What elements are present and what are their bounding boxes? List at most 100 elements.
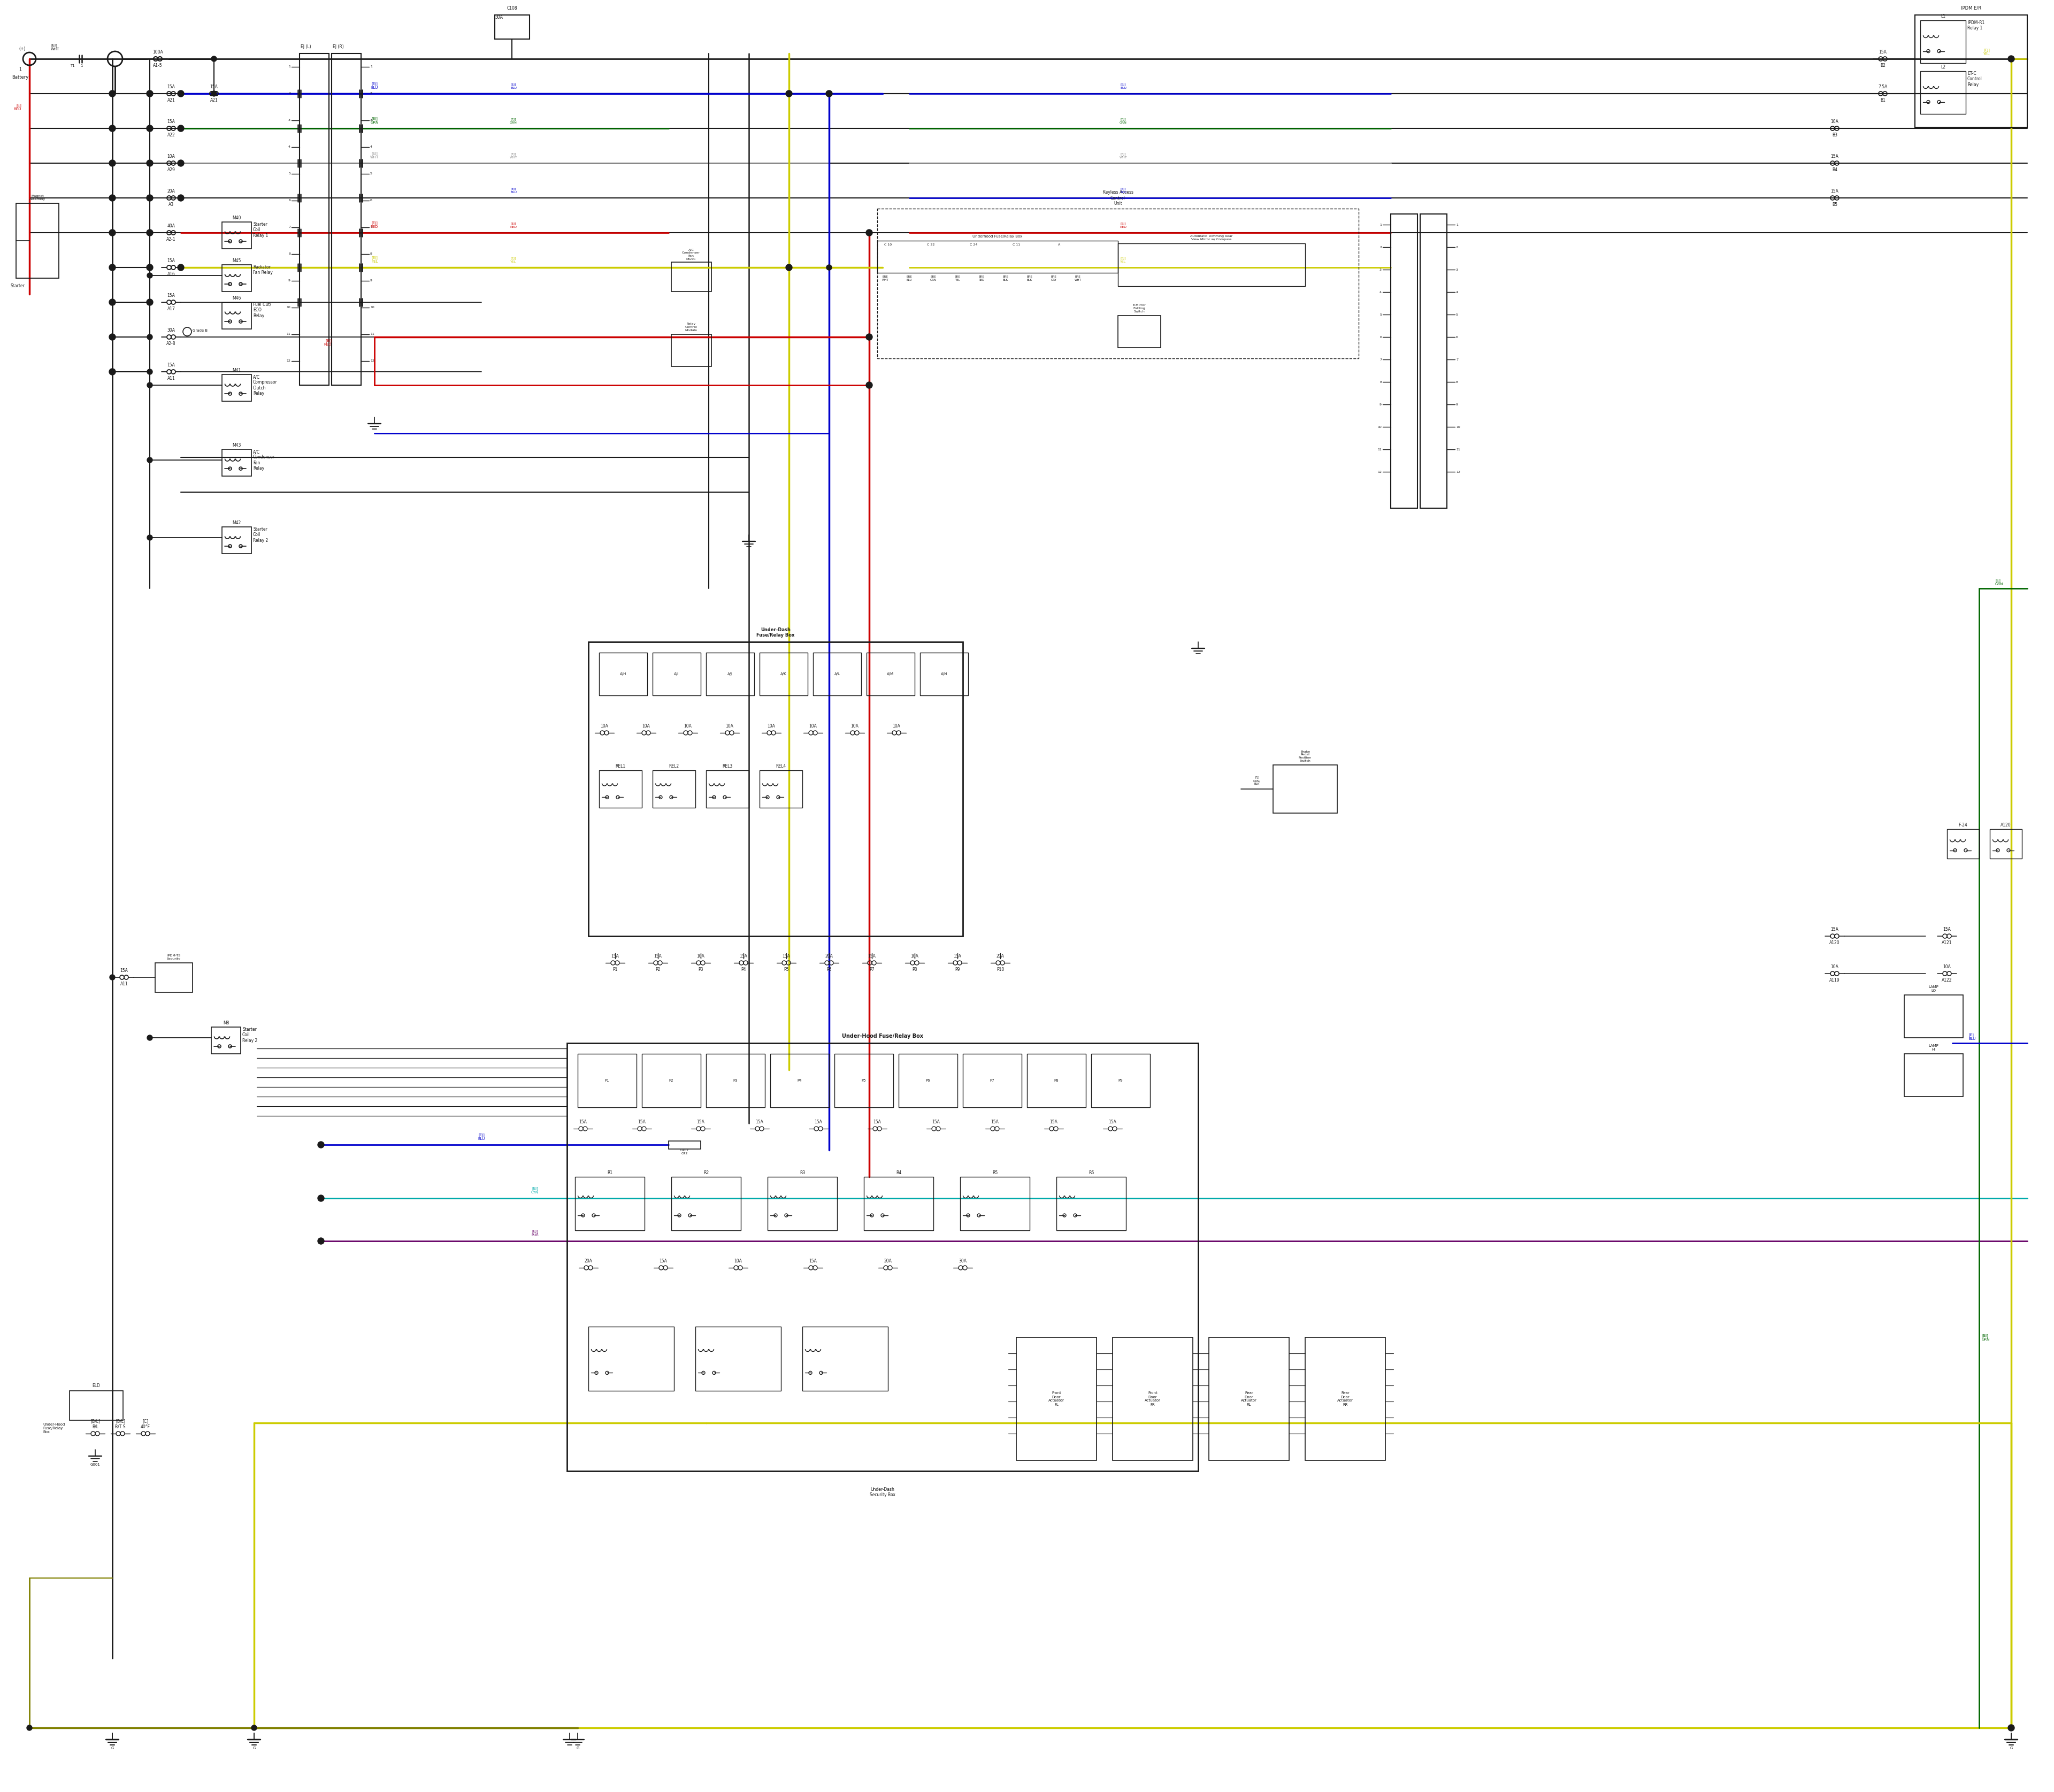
Text: 11: 11 [1378, 448, 1382, 450]
Text: [EJ]
BLU: [EJ] BLU [1119, 188, 1126, 194]
Circle shape [146, 229, 152, 237]
Text: 20A: 20A [826, 953, 834, 959]
Text: 15A: 15A [1879, 50, 1888, 54]
Text: 10A: 10A [643, 724, 651, 729]
Bar [222, 303, 251, 330]
Text: REL2: REL2 [670, 763, 680, 769]
Text: M46: M46 [232, 296, 240, 301]
Text: REL1: REL1 [616, 763, 626, 769]
Text: A/C
Condenser
Fan
Relay: A/C Condenser Fan Relay [253, 450, 275, 471]
Circle shape [177, 195, 185, 201]
Text: P2: P2 [655, 968, 661, 971]
Text: P6: P6 [926, 1079, 930, 1082]
Bar [707, 1054, 764, 1107]
Circle shape [318, 1142, 325, 1147]
Text: [EJ]
YEL: [EJ] YEL [372, 256, 378, 263]
Text: 4: 4 [288, 145, 290, 149]
Bar [867, 652, 914, 695]
Text: 10A: 10A [1830, 964, 1838, 969]
Circle shape [787, 265, 791, 271]
Text: 4: 4 [1380, 290, 1382, 294]
Text: 15A: 15A [579, 1120, 587, 1124]
Text: 15A: 15A [639, 1120, 645, 1124]
Text: [EJ]
YEL: [EJ] YEL [1119, 258, 1126, 263]
Text: 10A: 10A [600, 724, 608, 729]
Text: A2-1: A2-1 [166, 237, 177, 242]
Circle shape [109, 265, 115, 271]
Circle shape [826, 90, 832, 97]
Circle shape [148, 457, 152, 462]
Circle shape [148, 265, 152, 271]
Text: [EJ]
WHT: [EJ] WHT [509, 152, 518, 159]
Circle shape [146, 299, 152, 305]
Text: G: G [2009, 1747, 2013, 1749]
Circle shape [146, 159, 152, 167]
Text: 15A: 15A [933, 1120, 941, 1124]
Text: M41: M41 [232, 367, 240, 373]
Text: 6: 6 [1380, 335, 1382, 339]
Text: 12: 12 [286, 360, 290, 362]
Text: 6: 6 [288, 199, 290, 202]
Text: R4: R4 [896, 1170, 902, 1176]
Circle shape [109, 369, 115, 375]
Bar [1904, 995, 1964, 1038]
Bar [300, 54, 329, 385]
Circle shape [318, 1238, 325, 1244]
Text: 10A: 10A [809, 724, 817, 729]
Bar [1017, 1337, 1097, 1460]
Text: 9: 9 [370, 280, 372, 281]
Circle shape [148, 272, 152, 278]
Text: B5: B5 [1832, 202, 1838, 208]
Text: BRE
RED: BRE RED [978, 276, 984, 281]
Circle shape [109, 333, 115, 340]
Text: P9: P9 [955, 968, 959, 971]
Text: [EJ]
WHT: [EJ] WHT [1119, 152, 1128, 159]
Circle shape [867, 229, 871, 235]
Bar [877, 240, 1117, 272]
Text: Rear
Door
Actuator
RL: Rear Door Actuator RL [1241, 1392, 1257, 1407]
Text: 15A: 15A [1830, 188, 1838, 194]
Text: 10A: 10A [1830, 120, 1838, 124]
Text: 1: 1 [288, 66, 290, 68]
Bar [222, 375, 251, 401]
Text: 8: 8 [288, 253, 290, 256]
Text: A/I: A/I [674, 672, 680, 676]
Text: 7: 7 [1456, 358, 1458, 360]
Text: [EJ]
GRN: [EJ] GRN [509, 118, 518, 124]
Bar [770, 1054, 830, 1107]
Text: R1: R1 [608, 1170, 612, 1176]
Circle shape [212, 56, 216, 61]
Circle shape [109, 263, 115, 271]
Text: 15A: 15A [166, 258, 175, 263]
Text: 10: 10 [1378, 425, 1382, 428]
Bar [1990, 830, 2021, 858]
Circle shape [826, 91, 832, 97]
Text: 12: 12 [370, 360, 374, 362]
Text: Under-Hood
Fuse/Relay
Box: Under-Hood Fuse/Relay Box [43, 1423, 66, 1434]
Text: [EJ]
RED: [EJ] RED [1119, 222, 1128, 228]
Circle shape [787, 263, 793, 271]
Text: 8: 8 [1380, 380, 1382, 383]
Text: 15A: 15A [1830, 154, 1838, 159]
Text: 30A: 30A [166, 328, 175, 333]
Text: 10: 10 [1456, 425, 1460, 428]
Text: 7: 7 [288, 226, 290, 229]
Text: 15A: 15A [783, 953, 791, 959]
Text: 9: 9 [1456, 403, 1458, 405]
Bar [920, 652, 967, 695]
Text: Underhood Fuse/Relay Box: Underhood Fuse/Relay Box [974, 235, 1023, 238]
Text: [EJ]
WHT: [EJ] WHT [370, 152, 378, 159]
Text: 12: 12 [1378, 471, 1382, 473]
Text: 15A: 15A [1109, 1120, 1117, 1124]
Text: [B/L]
B/L: [B/L] B/L [90, 1419, 101, 1430]
Text: BRE
GRN: BRE GRN [930, 276, 937, 281]
Text: L1: L1 [1941, 14, 1945, 18]
Text: 4: 4 [370, 145, 372, 149]
Text: Front
Door
Actuator
FL: Front Door Actuator FL [1048, 1392, 1064, 1407]
Text: A21: A21 [210, 99, 218, 102]
Text: 4: 4 [1456, 290, 1458, 294]
Text: [EJ]
BLU: [EJ] BLU [509, 84, 518, 90]
Text: 40A: 40A [166, 224, 175, 228]
Text: P7: P7 [990, 1079, 994, 1082]
Text: [EJ]
YEL: [EJ] YEL [1982, 48, 1990, 56]
